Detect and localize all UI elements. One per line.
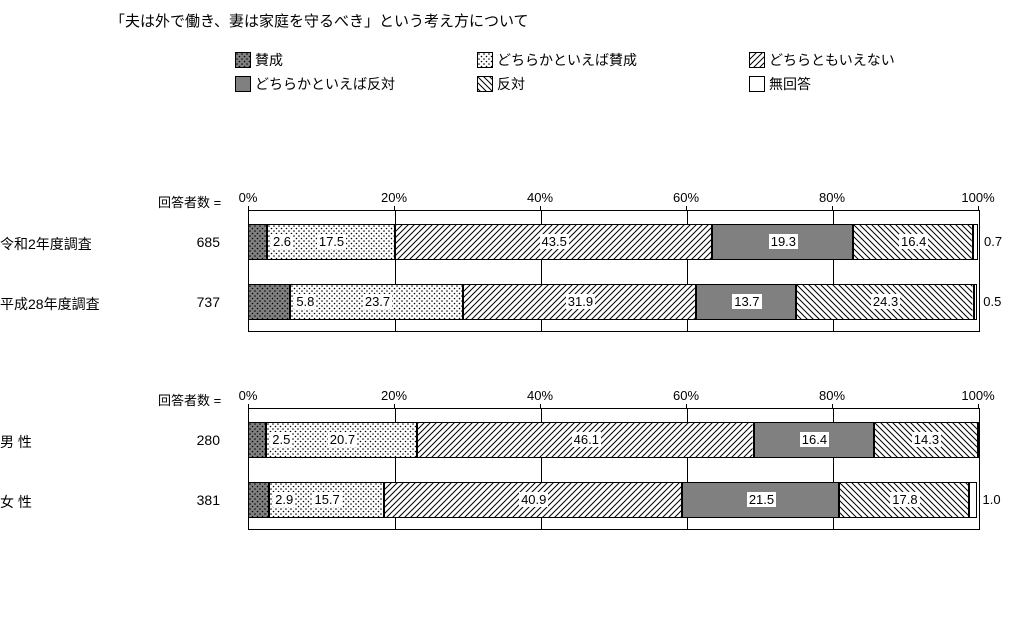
axis-tick-label: 40%: [520, 388, 560, 403]
bar-segment: [978, 422, 980, 458]
axis-tick-label: 0%: [228, 388, 268, 403]
value-label: 20.7: [328, 432, 357, 447]
axis-tick-label: 60%: [666, 190, 706, 205]
axis-tick-label: 20%: [374, 190, 414, 205]
axis-tick-label: 80%: [812, 190, 852, 205]
row-n: 685: [170, 234, 220, 250]
value-label: 43.5: [540, 234, 569, 249]
bar-segment: [248, 224, 267, 260]
value-label: 40.9: [519, 492, 548, 507]
legend-label: どちらかといえば反対: [255, 74, 395, 94]
bar-row: [248, 284, 977, 320]
value-label: 21.5: [747, 492, 776, 507]
value-label: 24.3: [871, 294, 900, 309]
legend-item: 賛成: [235, 50, 445, 70]
value-label: 2.6: [271, 234, 293, 249]
value-label: 16.4: [899, 234, 928, 249]
value-label: 17.5: [317, 234, 346, 249]
bar-row: [248, 482, 977, 518]
row-n: 280: [170, 432, 220, 448]
legend-swatch: [477, 52, 493, 68]
value-label: 16.4: [800, 432, 829, 447]
legend-label: 賛成: [255, 50, 283, 70]
chart-title: 「夫は外で働き、妻は家庭を守るべき」という考え方について: [110, 10, 529, 31]
value-label: 5.8: [294, 294, 316, 309]
n-label: 回答者数 =: [158, 390, 221, 409]
legend-swatch: [235, 52, 251, 68]
row-name: 平成28年度調査: [0, 294, 150, 314]
value-label: 15.7: [312, 492, 341, 507]
bar-segment: [248, 284, 290, 320]
bar-segment: [974, 284, 978, 320]
value-label: 2.9: [273, 492, 295, 507]
legend-row-1: 賛成 どちらかといえば賛成 どちらともいえない: [235, 50, 969, 70]
value-label: 2.5: [270, 432, 292, 447]
legend-item: どちらかといえば賛成: [477, 50, 717, 70]
legend-swatch: [235, 76, 251, 92]
bar-segment: [969, 482, 976, 518]
n-label: 回答者数 =: [158, 192, 221, 211]
value-label: 23.7: [363, 294, 392, 309]
value-label: 13.7: [732, 294, 761, 309]
value-label: 17.8: [890, 492, 919, 507]
legend-label: 反対: [497, 74, 525, 94]
value-label: 19.3: [769, 234, 798, 249]
axis-tick-label: 100%: [958, 388, 998, 403]
value-label: 31.9: [566, 294, 595, 309]
axis-tick-label: 80%: [812, 388, 852, 403]
legend-item: 反対: [477, 74, 717, 94]
legend: 賛成 どちらかといえば賛成 どちらともいえない どちらかといえば反対 反対 無回答: [235, 50, 969, 94]
legend-swatch: [477, 76, 493, 92]
bar-segment: [248, 422, 266, 458]
legend-row-2: どちらかといえば反対 反対 無回答: [235, 74, 969, 94]
legend-item: どちらかといえば反対: [235, 74, 445, 94]
legend-swatch: [749, 76, 765, 92]
value-label: 0.7: [984, 234, 1002, 249]
row-n: 381: [170, 492, 220, 508]
axis-tick-label: 60%: [666, 388, 706, 403]
bar-segment: [248, 482, 269, 518]
legend-label: 無回答: [769, 74, 811, 94]
bar-segment: [973, 224, 978, 260]
bar-row: [248, 422, 980, 458]
bar-row: [248, 224, 978, 260]
axis-tick-label: 0%: [228, 190, 268, 205]
legend-label: どちらかといえば賛成: [497, 50, 637, 70]
axis-tick-label: 100%: [958, 190, 998, 205]
chart-block-1: 0% 20% 40% 60% 80% 100% 回答者数 = 男 性 280 2.5 20.7 46.…: [0, 378, 1014, 538]
row-name: 令和2年度調査: [0, 234, 150, 254]
row-n: 737: [170, 294, 220, 310]
axis-tick-label: 20%: [374, 388, 414, 403]
legend-item: どちらともいえない: [749, 50, 969, 70]
legend-item: 無回答: [749, 74, 969, 94]
row-name: 男 性: [0, 432, 150, 452]
value-label: 14.3: [912, 432, 941, 447]
value-label: 46.1: [572, 432, 601, 447]
value-label: 1.0: [983, 492, 1001, 507]
chart-block-0: 0% 20% 40% 60% 80% 100% 回答者数 = 令和2年度調査 685 2.6 17.…: [0, 180, 1014, 340]
legend-swatch: [749, 52, 765, 68]
legend-label: どちらともいえない: [769, 50, 895, 70]
value-label: 0.5: [983, 294, 1001, 309]
axis-tick-label: 40%: [520, 190, 560, 205]
row-name: 女 性: [0, 492, 150, 512]
